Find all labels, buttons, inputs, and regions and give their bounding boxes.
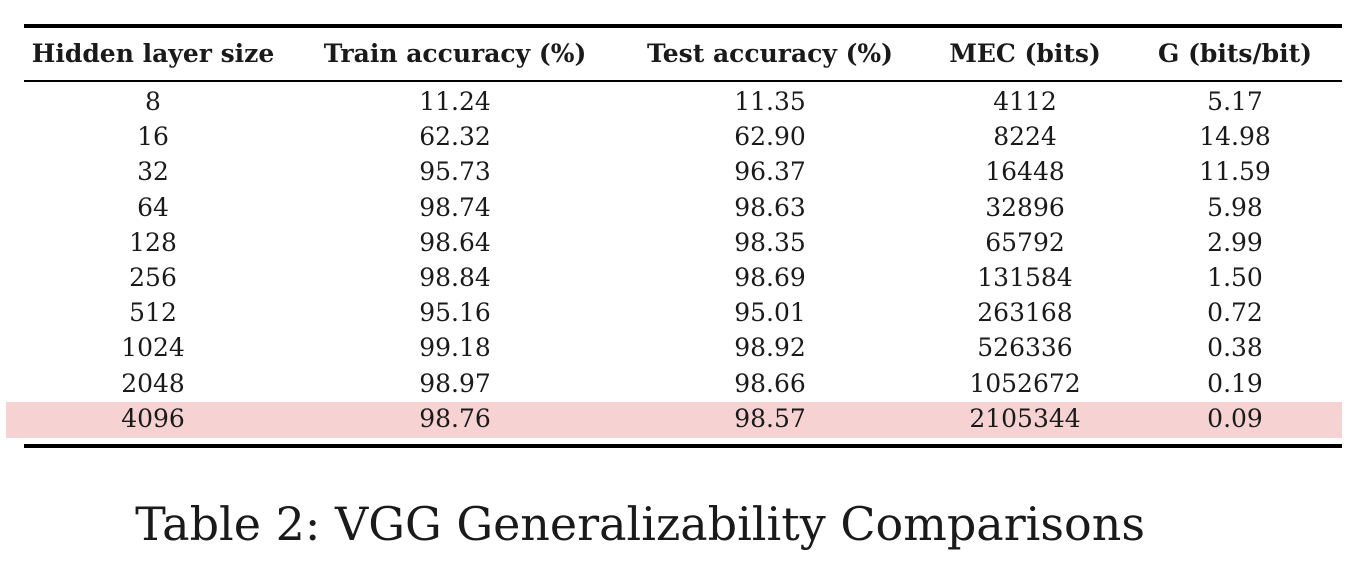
cell-train-accuracy: 95.73 <box>419 157 491 187</box>
cell-test-accuracy: 11.35 <box>734 87 806 116</box>
table-caption: Table 2: VGG Generalizability Comparison… <box>135 497 1145 551</box>
cell-mec: 131584 <box>977 262 1073 292</box>
column-header-hidden-layer-size: Hidden layer size <box>31 39 275 68</box>
cell-test-accuracy: 98.35 <box>734 227 806 257</box>
column-header-train-accuracy: Train accuracy (%) <box>323 39 587 68</box>
cell-g: 11.59 <box>1199 157 1271 187</box>
cell-hidden-layer-size: 4096 <box>121 403 185 433</box>
cell-hidden-layer-size: 256 <box>129 262 177 292</box>
cell-hidden-layer-size: 128 <box>129 227 177 257</box>
table-row: 1024 99.18 98.92 526336 0.38 <box>24 330 1342 365</box>
cell-test-accuracy: 98.92 <box>734 333 806 363</box>
cell-train-accuracy: 99.18 <box>419 333 491 363</box>
column-header-mec: MEC (bits) <box>949 39 1101 68</box>
cell-g: 0.38 <box>1207 333 1263 363</box>
table-header-rule <box>24 80 1342 82</box>
cell-hidden-layer-size: 2048 <box>121 368 185 398</box>
cell-test-accuracy: 98.69 <box>734 262 806 292</box>
table-row: 512 95.16 95.01 263168 0.72 <box>24 295 1342 330</box>
cell-train-accuracy: 98.76 <box>419 403 491 433</box>
cell-g: 14.98 <box>1199 122 1271 152</box>
cell-g: 0.72 <box>1207 298 1263 328</box>
cell-train-accuracy: 11.24 <box>419 87 491 116</box>
cell-hidden-layer-size: 64 <box>137 192 169 222</box>
table-row: 256 98.84 98.69 131584 1.50 <box>24 260 1342 295</box>
cell-mec: 65792 <box>985 227 1065 257</box>
table-row: 16 62.32 62.90 8224 14.98 <box>24 119 1342 154</box>
cell-train-accuracy: 98.97 <box>419 368 491 398</box>
column-header-g: G (bits/bit) <box>1158 39 1312 68</box>
table-row-highlighted: 4096 98.76 98.57 2105344 0.09 <box>6 401 1342 438</box>
table-header-row: Hidden layer size Train accuracy (%) Tes… <box>24 28 1342 80</box>
cell-test-accuracy: 98.66 <box>734 368 806 398</box>
cell-test-accuracy: 96.37 <box>734 157 806 187</box>
cell-g: 5.17 <box>1207 87 1263 116</box>
cell-mec: 2105344 <box>969 403 1081 433</box>
cell-hidden-layer-size: 1024 <box>121 333 185 363</box>
table-row: 64 98.74 98.63 32896 5.98 <box>24 190 1342 225</box>
cell-test-accuracy: 95.01 <box>734 298 806 328</box>
table-row: 8 11.24 11.35 4112 5.17 <box>24 84 1342 119</box>
cell-g: 0.19 <box>1207 368 1263 398</box>
cell-hidden-layer-size: 32 <box>137 157 169 187</box>
cell-test-accuracy: 98.63 <box>734 192 806 222</box>
cell-train-accuracy: 62.32 <box>419 122 491 152</box>
table-top-rule <box>24 24 1342 28</box>
cell-hidden-layer-size: 8 <box>145 87 161 116</box>
cell-train-accuracy: 98.64 <box>419 227 491 257</box>
cell-train-accuracy: 98.84 <box>419 262 491 292</box>
cell-test-accuracy: 98.57 <box>734 403 806 433</box>
cell-mec: 4112 <box>993 87 1057 116</box>
column-header-test-accuracy: Test accuracy (%) <box>646 39 894 68</box>
table-body: 8 11.24 11.35 4112 5.17 16 62.32 62.90 8… <box>6 84 1342 438</box>
cell-hidden-layer-size: 512 <box>129 298 177 328</box>
cell-test-accuracy: 62.90 <box>734 122 806 152</box>
cell-mec: 1052672 <box>969 368 1081 398</box>
cell-train-accuracy: 95.16 <box>419 298 491 328</box>
cell-g: 5.98 <box>1207 192 1263 222</box>
table-bottom-rule <box>24 444 1342 448</box>
cell-g: 2.99 <box>1207 227 1263 257</box>
cell-mec: 526336 <box>977 333 1073 363</box>
cell-mec: 263168 <box>977 298 1073 328</box>
cell-train-accuracy: 98.74 <box>419 192 491 222</box>
table-row: 32 95.73 96.37 16448 11.59 <box>24 154 1342 189</box>
cell-mec: 32896 <box>985 192 1065 222</box>
cell-mec: 8224 <box>993 122 1057 152</box>
cell-g: 0.09 <box>1207 403 1263 433</box>
cell-g: 1.50 <box>1207 262 1263 292</box>
cell-hidden-layer-size: 16 <box>137 122 169 152</box>
table-row: 2048 98.97 98.66 1052672 0.19 <box>24 366 1342 401</box>
table-row: 128 98.64 98.35 65792 2.99 <box>24 225 1342 260</box>
cell-mec: 16448 <box>985 157 1065 187</box>
